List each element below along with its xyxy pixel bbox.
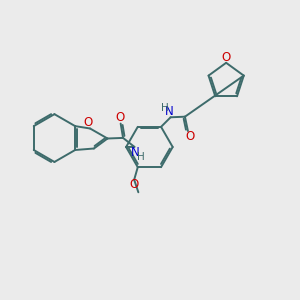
Text: H: H [161,103,169,113]
Text: O: O [221,51,230,64]
Text: O: O [83,116,93,129]
Text: N: N [131,146,140,159]
Text: O: O [116,111,125,124]
Text: O: O [129,178,139,191]
Text: H: H [136,152,144,162]
Text: N: N [165,105,174,118]
Text: O: O [185,130,195,143]
